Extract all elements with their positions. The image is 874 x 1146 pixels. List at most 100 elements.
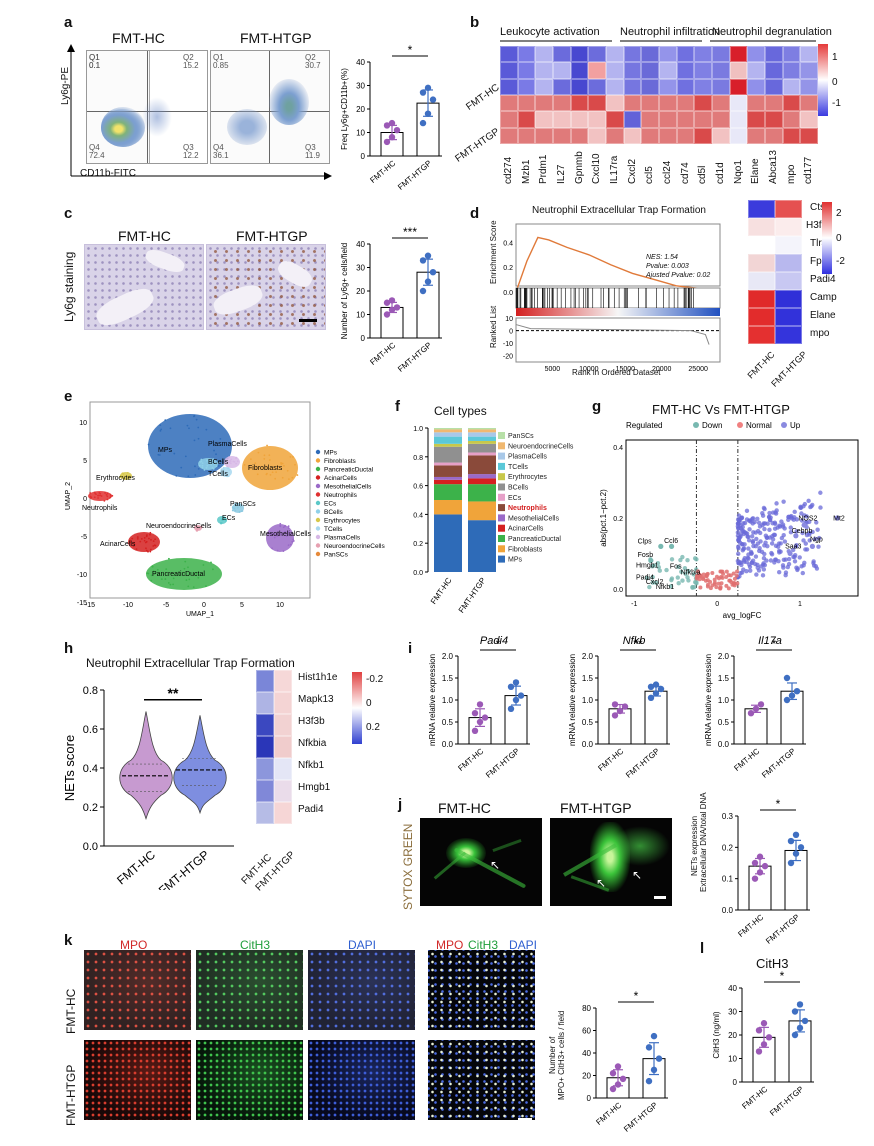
point-normal bbox=[716, 576, 721, 581]
data-point bbox=[655, 1055, 663, 1062]
point-normal bbox=[726, 586, 731, 591]
legend-label: PlasmaCells bbox=[324, 535, 361, 542]
umap-point bbox=[187, 475, 190, 478]
y-tick-label: 2.0 bbox=[718, 652, 730, 661]
umap-point bbox=[97, 494, 100, 497]
umap-point bbox=[140, 537, 143, 540]
umap-point bbox=[121, 475, 124, 478]
point-up bbox=[802, 560, 807, 566]
point-up bbox=[767, 510, 772, 516]
point-up bbox=[786, 514, 791, 520]
heatmap-cell bbox=[711, 95, 730, 112]
data-point bbox=[611, 701, 619, 708]
point-up bbox=[751, 543, 756, 549]
umap-point bbox=[187, 585, 190, 588]
data-point bbox=[791, 1031, 799, 1039]
point-up bbox=[736, 537, 741, 542]
y-tick-label: 30 bbox=[356, 264, 365, 273]
heatmap-cell bbox=[256, 780, 274, 802]
chart-h: 0.0 0.2 0.4 0.6 0.8 NETs score ** FMT-HCFMT-HTG… bbox=[64, 685, 234, 890]
point-up bbox=[750, 516, 756, 521]
umap-point bbox=[187, 566, 189, 569]
umap-point bbox=[226, 458, 228, 461]
umap-point bbox=[119, 474, 122, 477]
b-gene-label: Elane bbox=[750, 158, 762, 184]
umap-point bbox=[145, 549, 148, 552]
umap-point bbox=[149, 531, 152, 534]
legend-swatch bbox=[498, 442, 505, 450]
y-tick-label: 0.2 bbox=[613, 516, 623, 523]
b-group-lines bbox=[500, 40, 816, 42]
umap-point bbox=[122, 473, 125, 475]
a-flow-htgp: Q1 0.85 Q2 30.7 Q4 36.1 Q3 11.9 bbox=[210, 50, 330, 164]
heatmap-cell bbox=[641, 95, 659, 112]
y-tick: -15 bbox=[77, 600, 87, 607]
y-tick-label: 20 bbox=[356, 287, 365, 296]
data-point bbox=[419, 257, 427, 264]
heatmap-cell bbox=[747, 127, 765, 144]
legend-label: NeuroendocrineCells bbox=[508, 443, 574, 450]
umap-point bbox=[195, 572, 198, 575]
umap-point bbox=[106, 495, 109, 498]
es-frame bbox=[515, 223, 721, 287]
umap-point bbox=[222, 466, 225, 469]
x-tick: 5000 bbox=[545, 366, 561, 373]
point-up bbox=[816, 544, 821, 549]
d-gene-label: Elane bbox=[810, 310, 836, 321]
heatmap-cell bbox=[658, 78, 677, 95]
umap-point bbox=[266, 472, 268, 475]
y-tick-label: 10 bbox=[728, 1055, 737, 1064]
umap-cluster-label: MesothelialCells bbox=[260, 531, 311, 538]
significance-stars: * bbox=[408, 43, 413, 57]
point-normal bbox=[714, 585, 719, 590]
umap-cluster bbox=[146, 558, 222, 590]
legend-label: PancreaticDuctal bbox=[324, 467, 374, 474]
data-point bbox=[512, 696, 520, 704]
y-axis-label: mRNA relative expression bbox=[428, 654, 437, 746]
data-point bbox=[388, 134, 396, 141]
y-tick-label: 0.4 bbox=[83, 763, 98, 775]
heatmap-cell bbox=[775, 272, 802, 290]
panel-label-k: k bbox=[64, 932, 73, 949]
x-axis-label: avg_logFC bbox=[723, 611, 762, 620]
heatmap-cell bbox=[256, 670, 274, 692]
b-gene-label: IL17ra bbox=[608, 155, 620, 184]
heatmap-cell bbox=[729, 78, 748, 95]
j-stain: SYTOX GREEN bbox=[401, 823, 415, 910]
data-point bbox=[797, 844, 805, 851]
k-col-mpo: MPO bbox=[120, 938, 148, 952]
umap-point bbox=[198, 527, 200, 530]
heatmap-cell bbox=[775, 326, 802, 344]
umap-point bbox=[148, 537, 150, 540]
point-up bbox=[814, 520, 819, 525]
d-title: Neutrophil Extracellular Trap Formation bbox=[532, 205, 706, 216]
point-up bbox=[749, 534, 755, 539]
panel-label-h: h bbox=[64, 640, 74, 657]
data-point bbox=[801, 1017, 809, 1025]
y-axis-label: mRNA relative expression bbox=[568, 654, 577, 746]
j-image-htgp: ↖ ↖ bbox=[550, 818, 672, 906]
heatmap-cell bbox=[605, 62, 624, 79]
y-tick-label: 40 bbox=[728, 984, 737, 993]
point-down bbox=[690, 585, 695, 590]
gene-label: Cebpb bbox=[792, 528, 813, 535]
umap-point bbox=[212, 568, 214, 571]
point-down bbox=[650, 574, 655, 580]
y-tick-label: 2.0 bbox=[442, 652, 454, 661]
b-gene-label: cd5l bbox=[697, 165, 709, 184]
y-tick-label: 0 bbox=[587, 1094, 592, 1103]
heatmap-cell bbox=[800, 62, 818, 79]
point-normal bbox=[705, 578, 710, 583]
x-tick: 10 bbox=[276, 602, 284, 609]
umap-point bbox=[216, 461, 219, 464]
point-up bbox=[768, 558, 774, 563]
point-down bbox=[656, 565, 661, 570]
point-normal bbox=[724, 569, 729, 574]
umap-point bbox=[288, 478, 290, 481]
heatmap-cell bbox=[676, 95, 695, 112]
h-legend-m02: -0.2 bbox=[366, 674, 384, 685]
umap-point bbox=[133, 542, 136, 544]
legend-label: PanSCs bbox=[508, 433, 534, 440]
gene-label: Saa3 bbox=[785, 543, 801, 550]
y-tick-label: 20 bbox=[728, 1031, 737, 1040]
